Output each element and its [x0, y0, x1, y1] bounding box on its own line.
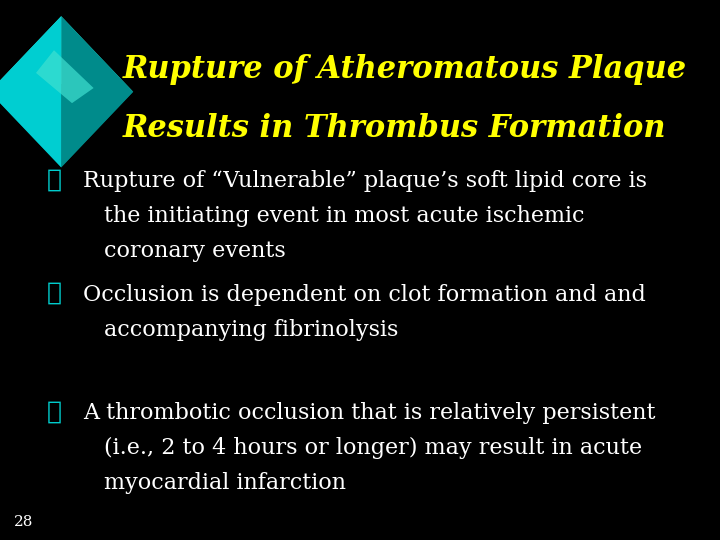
Text: ⎙: ⎙ — [47, 281, 62, 305]
Text: myocardial infarction: myocardial infarction — [104, 472, 346, 495]
Text: Rupture of Atheromatous Plaque: Rupture of Atheromatous Plaque — [122, 54, 687, 85]
Polygon shape — [36, 50, 94, 103]
Text: ⎙: ⎙ — [47, 167, 62, 191]
Text: A thrombotic occlusion that is relatively persistent: A thrombotic occlusion that is relativel… — [83, 402, 655, 424]
Text: Occlusion is dependent on clot formation and and: Occlusion is dependent on clot formation… — [83, 284, 646, 306]
Text: coronary events: coronary events — [104, 240, 286, 262]
Text: Rupture of “Vulnerable” plaque’s soft lipid core is: Rupture of “Vulnerable” plaque’s soft li… — [83, 170, 647, 192]
Polygon shape — [61, 16, 133, 167]
Polygon shape — [0, 84, 133, 167]
Text: Results in Thrombus Formation: Results in Thrombus Formation — [122, 113, 666, 144]
Polygon shape — [0, 16, 133, 92]
Polygon shape — [0, 16, 61, 167]
Text: the initiating event in most acute ischemic: the initiating event in most acute ische… — [104, 205, 585, 227]
Text: (i.e., 2 to 4 hours or longer) may result in acute: (i.e., 2 to 4 hours or longer) may resul… — [104, 437, 642, 460]
Text: accompanying fibrinolysis: accompanying fibrinolysis — [104, 319, 399, 341]
Text: ⎙: ⎙ — [47, 400, 62, 423]
Text: 28: 28 — [14, 515, 34, 529]
